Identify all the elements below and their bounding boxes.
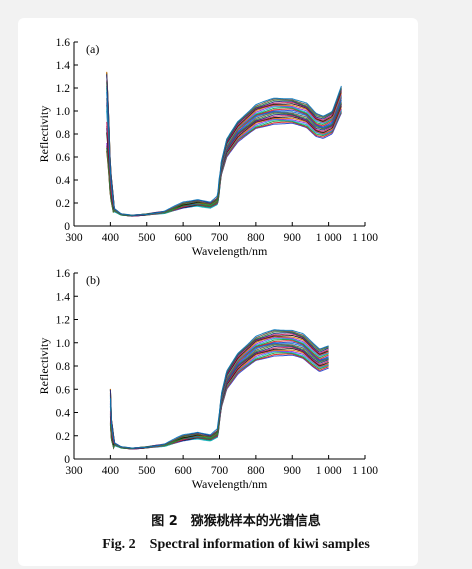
y-tick-label: 1.4 bbox=[56, 60, 71, 72]
y-tick-label: 1.6 bbox=[56, 37, 71, 49]
x-tick-label: 1 000 bbox=[316, 465, 342, 477]
x-tick-label: 800 bbox=[247, 465, 265, 477]
spectrum-line bbox=[109, 345, 329, 450]
spectrum-line bbox=[106, 71, 342, 216]
y-tick-label: 1.2 bbox=[56, 83, 71, 95]
x-tick-label: 500 bbox=[138, 232, 156, 244]
x-tick-label: 300 bbox=[65, 465, 83, 477]
spectrum-line bbox=[106, 72, 342, 217]
spectrum-line bbox=[109, 340, 329, 450]
spectrum-line bbox=[109, 344, 329, 449]
spectrum-line bbox=[109, 354, 329, 450]
spectrum-line bbox=[106, 72, 342, 216]
spectrum-line bbox=[109, 346, 329, 450]
x-tick-label: 1 000 bbox=[316, 232, 342, 244]
y-tick-label: 0.2 bbox=[56, 198, 71, 210]
spectrum-line bbox=[109, 353, 329, 450]
x-tick-label: 700 bbox=[211, 232, 229, 244]
y-axis-label: Reflectivity bbox=[37, 338, 51, 395]
x-tick-label: 300 bbox=[65, 232, 83, 244]
y-tick-label: 0 bbox=[64, 221, 70, 233]
x-tick-label: 400 bbox=[102, 232, 120, 244]
y-tick-label: 0.4 bbox=[56, 175, 71, 187]
spectrum-line bbox=[106, 74, 342, 217]
y-tick-label: 0.6 bbox=[56, 152, 71, 164]
figure-caption-chinese: 图 2 猕猴桃样本的光谱信息 bbox=[151, 514, 321, 529]
y-tick-label: 0.8 bbox=[56, 361, 71, 373]
x-tick-label: 500 bbox=[138, 465, 156, 477]
x-axis-label: Wavelength/nm bbox=[192, 244, 268, 258]
y-tick-label: 0.4 bbox=[56, 408, 71, 420]
chart-panel-b: 300 400 500 600 700 800 900 1 000 1 10000.20.40.… bbox=[37, 268, 378, 491]
y-tick-label: 1.0 bbox=[56, 338, 71, 350]
spectrum-line bbox=[109, 352, 329, 450]
y-tick-label: 1.0 bbox=[56, 106, 71, 118]
spectrum-line bbox=[109, 343, 329, 449]
spectrum-line bbox=[109, 350, 329, 449]
y-tick-label: 0.8 bbox=[56, 129, 71, 141]
x-tick-label: 900 bbox=[284, 465, 302, 477]
spectrum-line bbox=[109, 329, 329, 449]
x-tick-label: 1 100 bbox=[352, 465, 378, 477]
spectrum-line bbox=[106, 85, 342, 216]
x-tick-label: 600 bbox=[175, 465, 193, 477]
x-tick-label: 1 100 bbox=[352, 232, 378, 244]
panel-label: (a) bbox=[86, 42, 99, 56]
x-axis-label: Wavelength/nm bbox=[192, 477, 268, 491]
x-tick-label: 400 bbox=[102, 465, 120, 477]
x-tick-label: 800 bbox=[247, 232, 265, 244]
chart-panel-a: 300 400 500 600 700 800 900 1 000 1 10000.20.40.… bbox=[37, 37, 378, 258]
x-tick-label: 900 bbox=[284, 232, 302, 244]
y-tick-label: 0 bbox=[64, 454, 70, 466]
figure-caption-english: Fig. 2 Spectral information of kiwi samp… bbox=[102, 537, 370, 552]
spectrum-line bbox=[109, 351, 329, 449]
spectrum-line bbox=[109, 341, 329, 450]
figure-card bbox=[18, 18, 418, 566]
x-tick-label: 700 bbox=[211, 465, 229, 477]
y-tick-label: 1.6 bbox=[56, 268, 71, 280]
spectrum-line bbox=[109, 348, 329, 450]
y-axis-label: Reflectivity bbox=[37, 106, 51, 163]
spectrum-line bbox=[109, 342, 329, 449]
panel-label: (b) bbox=[86, 273, 100, 287]
spectrum-line bbox=[109, 349, 329, 449]
y-tick-label: 0.2 bbox=[56, 431, 71, 443]
y-tick-label: 0.6 bbox=[56, 384, 71, 396]
y-tick-label: 1.2 bbox=[56, 315, 71, 327]
y-tick-label: 1.4 bbox=[56, 291, 71, 303]
x-tick-label: 600 bbox=[175, 232, 193, 244]
spectrum-line bbox=[109, 332, 329, 450]
